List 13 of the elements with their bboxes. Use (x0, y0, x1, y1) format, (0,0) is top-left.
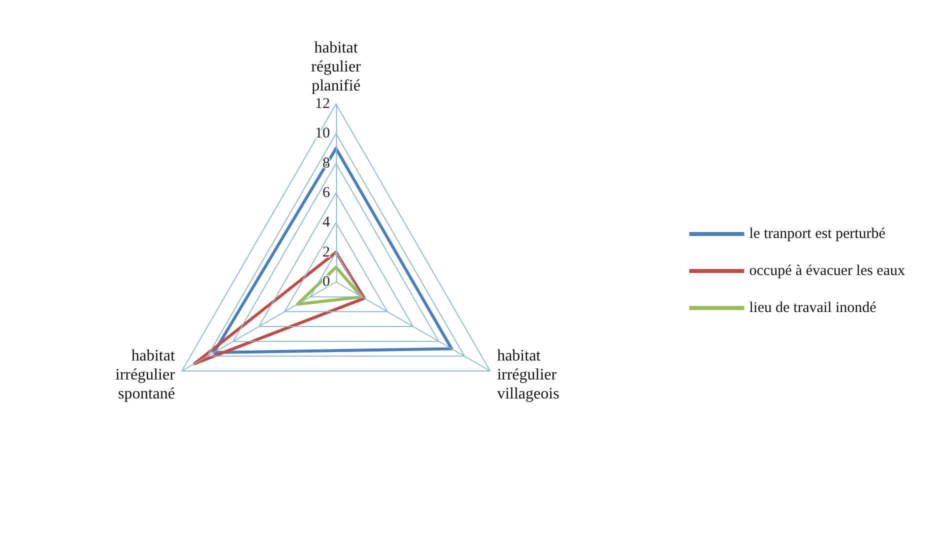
y-tick-label: 8 (322, 155, 330, 172)
y-tick-label: 10 (315, 126, 330, 142)
legend-label: le tranport est perturbé (749, 226, 886, 242)
spoke-label: habitat irrégulier spontané (115, 348, 176, 402)
spoke-label: habitat régulier planifié (311, 40, 362, 95)
y-tick-label: 0 (322, 274, 330, 290)
spoke-label: habitat irrégulier villageois (497, 348, 560, 402)
y-tick-label: 6 (322, 185, 330, 201)
y-tick-label: 12 (315, 96, 330, 112)
legend-label: lieu de travail inondé (749, 300, 877, 316)
legend-label: occupé à évacuer les eaux (749, 263, 906, 279)
y-tick-label: 2 (322, 244, 330, 260)
y-tick-label: 4 (322, 214, 330, 231)
